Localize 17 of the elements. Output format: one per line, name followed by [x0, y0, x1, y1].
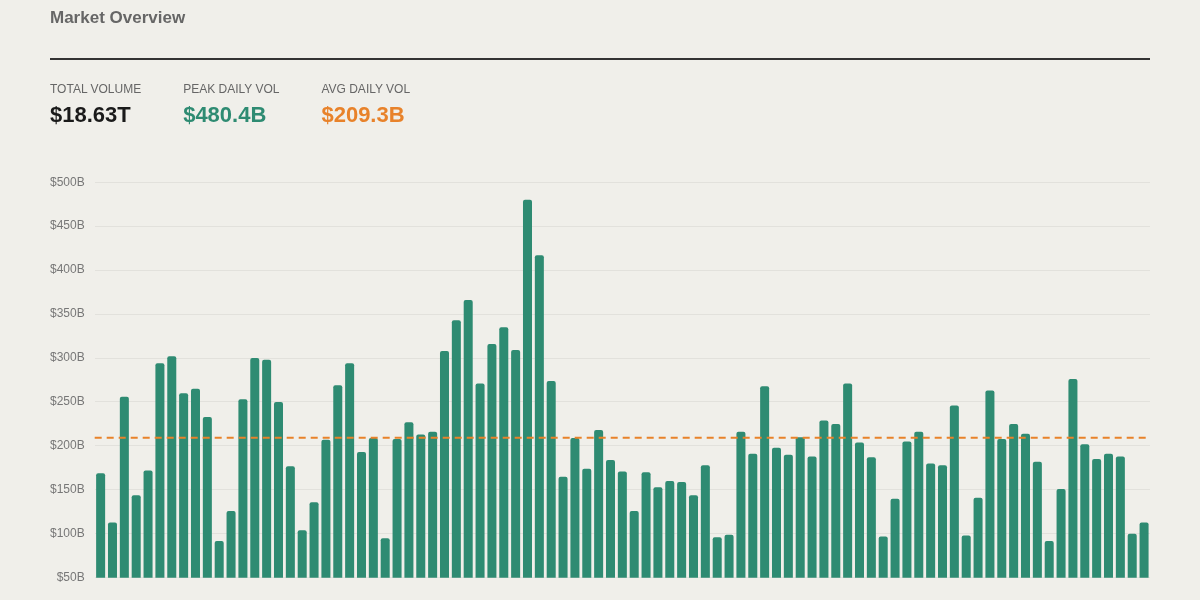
text: TOTAL VOLUME	[50, 82, 142, 96]
text: AVG DAILY VOL	[321, 82, 411, 96]
text: $209.3B	[321, 102, 406, 128]
y-tick-label: $300B	[50, 350, 85, 365]
text: $480.4B	[183, 102, 268, 128]
text: $18.63T	[50, 102, 132, 128]
y-tick-label: $150B	[50, 482, 85, 497]
y-tick-label: $400B	[50, 262, 85, 277]
y-tick-label: $200B	[50, 438, 85, 453]
text: PEAK DAILY VOL	[183, 82, 280, 96]
y-tick-label: $250B	[50, 394, 85, 409]
chart-title: Market Overview	[50, 8, 186, 28]
y-tick-label: $50B	[56, 570, 85, 585]
y-tick-label: $100B	[50, 526, 85, 541]
y-tick-label: $500B	[50, 174, 85, 189]
y-tick-label: $450B	[50, 218, 85, 233]
y-tick-label: $350B	[50, 306, 85, 321]
